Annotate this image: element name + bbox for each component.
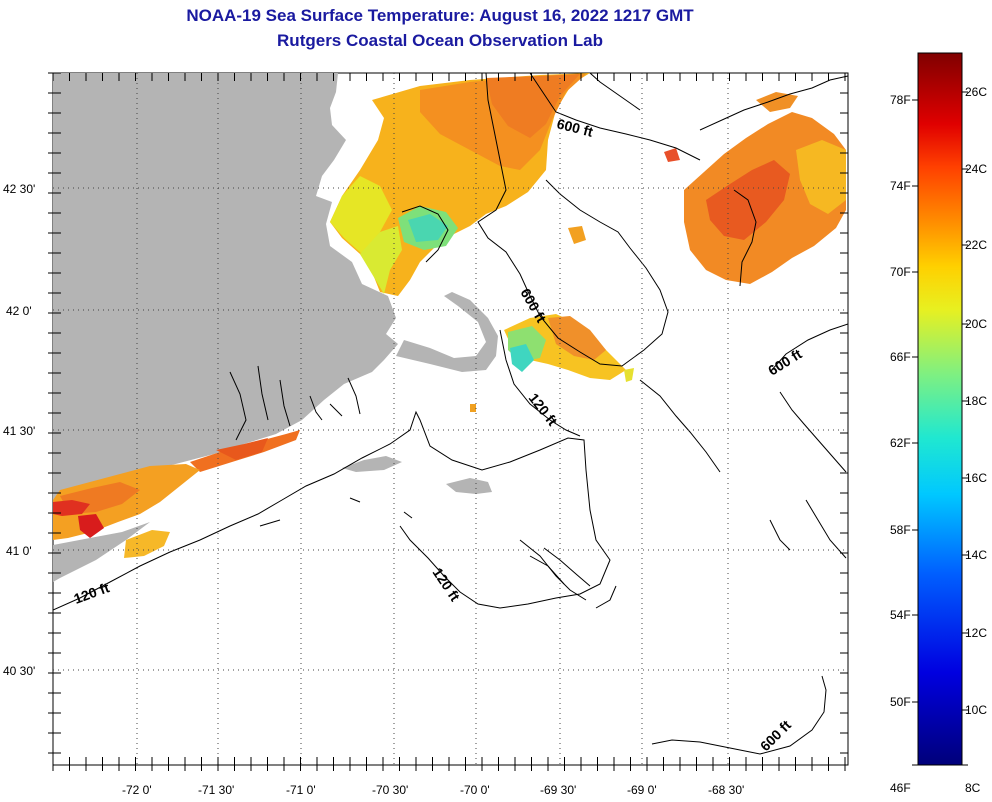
- land-nantucket: [446, 478, 492, 494]
- colorbar-ticks: [912, 91, 968, 766]
- sst-data-layer: [53, 73, 846, 558]
- colorbar-f-label: 62F: [890, 436, 911, 450]
- colorbar-gradient: [917, 52, 963, 766]
- lon-label: -70 30': [372, 783, 408, 797]
- colorbar-f-label: 78F: [890, 93, 911, 107]
- land-marthas-vineyard: [342, 456, 402, 472]
- colorbar-f-label: 74F: [890, 179, 911, 193]
- colorbar-f-label: 50F: [890, 695, 911, 709]
- colorbar-c-label: 24C: [965, 162, 987, 176]
- colorbar-c-label: 14C: [965, 548, 987, 562]
- lat-label: 40 30': [3, 664, 35, 678]
- land-mainland: [53, 73, 398, 500]
- colorbar-f-label: 46F: [890, 781, 911, 795]
- lat-label: 42 30': [3, 182, 35, 196]
- colorbar-c-label: 22C: [965, 238, 987, 252]
- colorbar-c-label: 18C: [965, 394, 987, 408]
- colorbar-f-label: 70F: [890, 265, 911, 279]
- bathymetry-contours: [53, 73, 848, 755]
- map-title: NOAA-19 Sea Surface Temperature: August …: [186, 6, 694, 25]
- lon-label: -69 30': [540, 783, 576, 797]
- colorbar-f-label: 58F: [890, 523, 911, 537]
- colorbar-f-label: 54F: [890, 608, 911, 622]
- colorbar-c-label: 8C: [965, 781, 981, 795]
- colorbar-c-label: 16C: [965, 471, 987, 485]
- lon-label: -71 0': [286, 783, 316, 797]
- lon-label: -69 0': [627, 783, 657, 797]
- colorbar: 78F 74F 70F 66F 62F 58F 54F 50F 46F 26C …: [890, 52, 987, 795]
- colorbar-f-label: 66F: [890, 350, 911, 364]
- colorbar-c-label: 26C: [965, 85, 987, 99]
- land-cape-cod: [396, 292, 498, 372]
- coastline-details: [229, 365, 361, 441]
- axis-ticks: [48, 72, 848, 771]
- colorbar-c-label: 12C: [965, 626, 987, 640]
- colorbar-c-label: 10C: [965, 703, 987, 717]
- colorbar-c-label: 20C: [965, 317, 987, 331]
- lon-label: -72 0': [122, 783, 152, 797]
- graticule: [53, 73, 848, 765]
- land-island: [54, 180, 74, 226]
- lon-label: -70 0': [460, 783, 490, 797]
- lat-label: 42 0': [6, 304, 32, 318]
- lat-label: 41 30': [3, 424, 35, 438]
- map-subtitle: Rutgers Coastal Ocean Observation Lab: [277, 31, 603, 50]
- land-long-island: [53, 522, 150, 582]
- lon-label: -71 30': [198, 783, 234, 797]
- lat-label: 41 0': [6, 544, 32, 558]
- lon-label: -68 30': [708, 783, 744, 797]
